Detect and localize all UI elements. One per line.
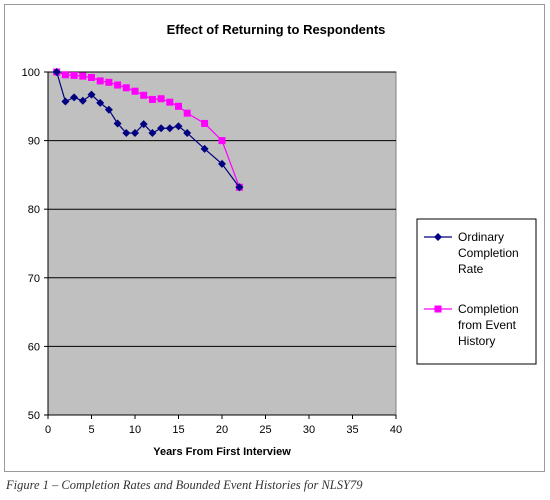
y-tick-label: 100 <box>22 67 40 79</box>
x-tick-label: 5 <box>88 424 94 436</box>
x-tick-label: 10 <box>129 424 141 436</box>
x-tick-label: 40 <box>390 424 402 436</box>
data-point <box>122 84 130 92</box>
x-tick-label: 35 <box>346 424 358 436</box>
data-point <box>183 109 191 117</box>
legend-label: Ordinary <box>458 230 504 244</box>
data-point <box>166 98 174 106</box>
data-point <box>114 81 122 89</box>
series-ordinary-completion-rate <box>52 68 244 192</box>
data-point <box>157 124 166 133</box>
data-point <box>131 129 139 138</box>
data-point <box>218 159 226 168</box>
data-point <box>79 72 87 80</box>
legend-label: History <box>458 334 495 348</box>
legend-label: Completion <box>458 302 519 316</box>
data-point <box>61 97 70 106</box>
data-point <box>174 122 183 131</box>
x-tick-label: 0 <box>45 424 51 436</box>
data-point <box>201 119 209 127</box>
chart-title: Effect of Returning to Respondents <box>167 22 386 37</box>
data-point <box>88 73 95 81</box>
data-point <box>175 102 182 110</box>
data-point <box>157 95 165 103</box>
legend-entry: Completion from Event History <box>424 302 519 348</box>
legend-entry: Ordinary Completion Rate <box>424 230 519 276</box>
data-point <box>183 129 192 138</box>
data-point <box>105 78 113 86</box>
y-tick-label: 90 <box>28 136 40 148</box>
legend-box <box>416 218 537 365</box>
data-point <box>78 96 87 105</box>
legend-label: from Event <box>458 318 517 332</box>
x-axis: 0 5 10 15 20 25 30 35 40 <box>45 414 402 436</box>
data-point <box>218 137 226 145</box>
x-tick-label: 20 <box>216 424 228 436</box>
data-point <box>113 119 122 128</box>
y-tick-label: 80 <box>28 204 40 216</box>
y-axis: 50 60 70 80 90 100 <box>22 67 49 422</box>
x-tick-label: 25 <box>259 424 271 436</box>
legend-marker <box>434 305 442 313</box>
data-point <box>70 71 78 79</box>
data-point <box>104 105 113 114</box>
legend: Ordinary Completion Rate Completion from Eve… <box>424 230 519 348</box>
data-point <box>148 95 156 103</box>
figure-caption: Figure 1 – Completion Rates and Bounded … <box>6 478 363 492</box>
data-point <box>96 77 104 85</box>
y-tick-label: 50 <box>28 410 40 422</box>
y-tick-label: 70 <box>28 273 40 285</box>
series-completion-from-event-history <box>53 68 243 191</box>
x-tick-label: 15 <box>172 424 184 436</box>
data-point <box>140 91 148 99</box>
data-point <box>200 144 209 153</box>
x-axis-label: Years From First Interview <box>153 446 291 458</box>
legend-label: Rate <box>458 262 484 276</box>
data-point <box>61 71 69 79</box>
legend-marker <box>434 233 442 241</box>
legend-label: Completion <box>458 246 519 260</box>
data-point <box>87 90 96 99</box>
data-point <box>131 87 139 95</box>
data-point <box>235 183 244 192</box>
y-tick-label: 60 <box>28 341 40 353</box>
data-point <box>148 129 157 138</box>
data-point <box>165 124 174 133</box>
x-tick-label: 30 <box>303 424 315 436</box>
data-point <box>139 120 148 129</box>
series-group <box>52 68 244 192</box>
plot-area <box>47 71 397 416</box>
data-point <box>52 68 61 76</box>
data-point <box>122 129 131 138</box>
data-point <box>96 98 105 107</box>
data-point <box>70 93 79 102</box>
